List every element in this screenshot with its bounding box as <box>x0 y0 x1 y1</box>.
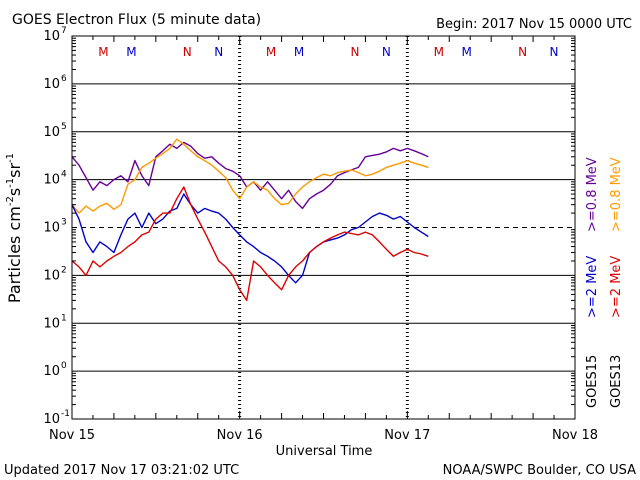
y-tick-label: 10 <box>43 316 60 331</box>
y-tick-exponent: 6 <box>61 74 67 84</box>
y-tick-label: 10 <box>43 29 60 44</box>
y-tick-exponent: 0 <box>61 361 67 371</box>
mn-marker: N <box>183 45 192 59</box>
x-tick-label: Nov 16 <box>217 428 263 443</box>
y-tick-label: 10 <box>43 364 60 379</box>
plot-frame <box>71 35 576 420</box>
y-tick-exponent: 4 <box>61 170 67 180</box>
y-tick-exponent: 2 <box>61 265 67 275</box>
updated-timestamp: Updated 2017 Nov 17 03:21:02 UTC <box>4 463 239 478</box>
y-tick-exponent: 1 <box>61 313 67 323</box>
data-series <box>71 138 429 302</box>
y-tick-exponent: 7 <box>61 26 67 36</box>
y-axis-label-sup3: -1 <box>5 153 16 163</box>
y-axis-label-sup2: -1 <box>5 178 16 188</box>
y-tick-exponent: 3 <box>61 218 67 228</box>
legend: GOES15 >=2 MeV >=0.8 MeV GOES13 >=2 MeV >=0.8… <box>585 157 624 408</box>
y-axis-label-mid1: s <box>5 188 24 196</box>
mn-marker: M <box>294 45 304 59</box>
chart-title: GOES Electron Flux (5 minute data) <box>12 12 261 28</box>
y-axis-label-mid2: sr <box>5 163 24 178</box>
y-tick-label: 10 <box>43 221 60 236</box>
series-line <box>71 141 429 210</box>
legend-group-label: GOES15 <box>585 355 600 408</box>
x-tick-label: Nov 17 <box>384 428 430 443</box>
x-axis-ticks: Nov 15 Nov 16 Nov 17 Nov 18 <box>49 36 598 443</box>
grid-lines <box>72 83 575 372</box>
legend-entry: >=0.8 MeV <box>609 157 624 232</box>
y-axis-label-sup1: -2 <box>5 196 16 206</box>
y-tick-label: 10 <box>43 412 60 427</box>
y-axis-label: Particles cm-2s-1sr-1 <box>5 153 24 303</box>
mn-marker: M <box>462 45 472 59</box>
credit-text: NOAA/SWPC Boulder, CO USA <box>443 463 636 478</box>
legend-entry: >=2 MeV <box>585 256 600 318</box>
mn-marker: M <box>126 45 136 59</box>
mn-marker: M <box>266 45 276 59</box>
y-tick-label: 10 <box>43 268 60 283</box>
x-axis-label: Universal Time <box>276 444 373 459</box>
mn-marker: N <box>550 45 559 59</box>
legend-entry: >=2 MeV <box>609 256 624 318</box>
y-tick-exponent: -1 <box>61 409 70 419</box>
mn-marker: M <box>98 45 108 59</box>
mn-marker: N <box>518 45 527 59</box>
series-line <box>71 193 429 284</box>
mn-marker: N <box>350 45 359 59</box>
mn-marker: N <box>382 45 391 59</box>
x-tick-label: Nov 15 <box>49 428 95 443</box>
y-tick-exponent: 5 <box>61 122 67 132</box>
y-tick-label: 10 <box>43 125 60 140</box>
mn-marker: M <box>434 45 444 59</box>
legend-entry: >=0.8 MeV <box>585 157 600 232</box>
legend-group-label: GOES13 <box>609 355 624 408</box>
mn-marker: N <box>214 45 223 59</box>
y-tick-label: 10 <box>43 77 60 92</box>
series-line <box>71 138 429 214</box>
y-axis-label-text: Particles cm <box>5 206 24 303</box>
begin-date: Begin: 2017 Nov 15 0000 UTC <box>436 17 632 32</box>
y-tick-label: 10 <box>43 173 60 188</box>
series-line <box>71 186 429 302</box>
x-tick-label: Nov 18 <box>552 428 598 443</box>
